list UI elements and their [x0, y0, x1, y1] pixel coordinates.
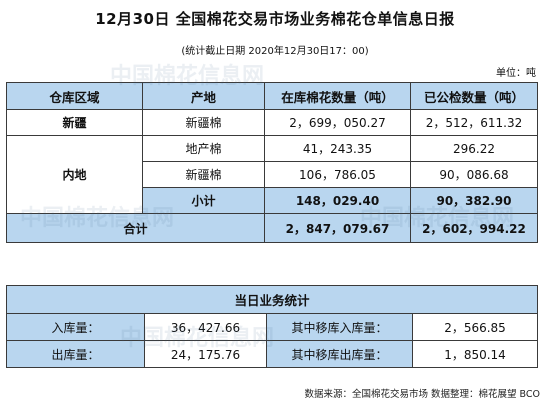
transfer-outbound-value: 1，850.14	[411, 340, 539, 368]
subtotal-in-stock: 148，029.40	[264, 187, 411, 214]
inbound-value: 36，427.66	[144, 313, 267, 341]
daily-stats-title: 当日业务统计	[5, 285, 539, 314]
column-header-inspected: 已公检数量（吨）	[410, 82, 538, 110]
transfer-inbound-value: 2，566.85	[411, 313, 539, 341]
inventory-header-row: 仓库区域 产地 在库棉花数量（吨） 已公检数量（吨）	[6, 82, 538, 110]
inspected-cell: 90，086.68	[410, 161, 538, 188]
report-title: 12月30日 全国棉花交易市场业务棉花仓单信息日报	[95, 10, 455, 28]
table-row-inbound: 入库量： 36，427.66 其中移库入库量： 2，566.85	[6, 313, 539, 341]
transfer-outbound-label: 其中移库出库量：	[266, 340, 413, 368]
origin-cell: 新疆棉	[142, 161, 265, 188]
column-header-region: 仓库区域	[6, 82, 143, 110]
subtotal-label: 小计	[142, 187, 265, 214]
table-row-inland-xinjiang: 新疆棉 106，786.05 90，086.68	[7, 161, 538, 188]
origin-cell: 地产棉	[142, 135, 265, 162]
region-cell-inland: 内地	[6, 135, 143, 214]
total-in-stock: 2，847，079.67	[264, 213, 411, 243]
table-row-subtotal: 小计 148，029.40 90，382.90	[7, 187, 538, 214]
transfer-inbound-label: 其中移库入库量：	[266, 313, 413, 341]
outbound-value: 24，175.76	[144, 340, 267, 368]
data-source-note: 数据来源：全国棉花交易市场 数据整理：棉花展望 BCO	[304, 389, 540, 400]
unit-label: 单位：吨	[496, 68, 536, 79]
table-row-total: 合计 2，847，079.67 2，602，994.22	[6, 213, 538, 243]
outbound-label: 出库量：	[6, 340, 145, 368]
inventory-table: 仓库区域 产地 在库棉花数量（吨） 已公检数量（吨） 新疆 新疆棉 2，699，…	[6, 82, 538, 243]
table-row-outbound: 出库量： 24，175.76 其中移库出库量： 1，850.14	[6, 340, 539, 368]
table-row-xinjiang: 新疆 新疆棉 2，699，050.27 2，512，611.32	[6, 109, 538, 136]
in-stock-cell: 2，699，050.27	[264, 109, 411, 136]
inspected-cell: 2，512，611.32	[410, 109, 538, 136]
daily-stats-table: 当日业务统计 入库量： 36，427.66 其中移库入库量： 2，566.85 …	[5, 285, 539, 368]
region-cell-xinjiang: 新疆	[6, 109, 143, 136]
column-header-origin: 产地	[142, 82, 265, 110]
report-subtitle: (统计截止日期 2020年12月30日17：00)	[181, 46, 369, 57]
column-header-in-stock: 在库棉花数量（吨）	[264, 82, 411, 110]
total-label: 合计	[6, 213, 265, 243]
subtotal-inspected: 90，382.90	[410, 187, 538, 214]
inbound-label: 入库量：	[6, 313, 145, 341]
daily-stats-header-row: 当日业务统计	[5, 285, 539, 314]
inspected-cell: 296.22	[410, 135, 538, 162]
origin-cell: 新疆棉	[142, 109, 265, 136]
in-stock-cell: 41，243.35	[264, 135, 411, 162]
total-inspected: 2，602，994.22	[410, 213, 538, 243]
table-row-inland-local: 内地 地产棉 41，243.35 296.22	[6, 135, 538, 214]
in-stock-cell: 106，786.05	[264, 161, 411, 188]
